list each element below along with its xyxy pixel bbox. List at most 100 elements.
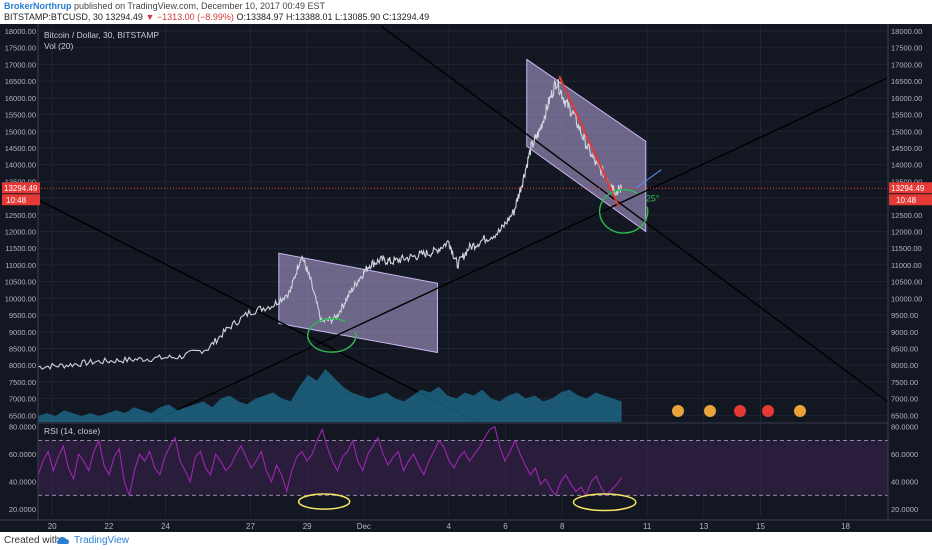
- y-tick-label-left: 9000.00: [9, 328, 36, 337]
- price-line: [37, 78, 622, 370]
- axes: 6500.00 6500.00 7000.00 7000.00 7500.00 7500.…: [0, 24, 932, 531]
- x-tick-label: 4: [447, 522, 452, 531]
- y-tick-label-right: 17000.00: [891, 60, 922, 69]
- rsi-band-fill: [38, 440, 888, 496]
- x-tick-label: 11: [643, 522, 652, 531]
- x-tick-label: 18: [841, 522, 850, 531]
- rsi-tick-label-right: 20.0000: [891, 505, 918, 514]
- y-tick-label-left: 9500.00: [9, 311, 36, 320]
- y-tick-label-right: 15500.00: [891, 111, 922, 120]
- y-tick-label-right: 15000.00: [891, 127, 922, 136]
- y-tick-label-left: 11000.00: [5, 261, 36, 270]
- price-tag-time-left: 10:48: [6, 196, 27, 205]
- y-tick-label-left: 8000.00: [9, 361, 36, 370]
- x-tick-label: 29: [303, 522, 312, 531]
- publish-date: published on TradingView.com, December 1…: [74, 1, 326, 11]
- volume-pane: [38, 369, 622, 422]
- tradingview-cloud-icon: [57, 537, 69, 544]
- rsi-tick-label-left: 60.0000: [9, 450, 36, 459]
- event-icon[interactable]: [762, 405, 774, 417]
- quote-line: BITSTAMP:BTCUSD, 30 13294.49 ▼ −1313.00 …: [4, 12, 429, 22]
- x-tick-label: 20: [48, 522, 57, 531]
- event-icon[interactable]: [672, 405, 684, 417]
- trendline: [151, 77, 889, 423]
- publish-info: BrokerNorthrup published on TradingView.…: [4, 1, 325, 11]
- angle-annotation: 25°: [646, 193, 660, 203]
- volume-area: [38, 369, 622, 422]
- y-tick-label-right: 8500.00: [891, 344, 918, 353]
- tradingview-brand[interactable]: TradingView: [74, 535, 130, 546]
- yellow-highlight-mark: [297, 493, 351, 510]
- y-tick-label-right: 11500.00: [891, 244, 922, 253]
- y-tick-label-right: 12000.00: [891, 228, 922, 237]
- y-tick-label-left: 7000.00: [9, 395, 36, 404]
- x-tick-label: 22: [104, 522, 113, 531]
- chart-header: BrokerNorthrup published on TradingView.…: [0, 0, 932, 24]
- rsi-tick-label-right: 60.0000: [891, 450, 918, 459]
- x-tick-label: 15: [756, 522, 765, 531]
- price-tag-time-right: 10:48: [896, 196, 917, 205]
- rsi-pane: [37, 425, 888, 512]
- y-tick-label-left: 14000.00: [5, 161, 36, 170]
- created-with-label: Created with: [4, 535, 61, 546]
- event-icons[interactable]: [672, 405, 806, 417]
- x-tick-label: Dec: [357, 522, 371, 531]
- y-tick-label-right: 14000.00: [891, 161, 922, 170]
- y-tick-label-left: 14500.00: [5, 144, 36, 153]
- volume-label: Vol (20): [44, 41, 73, 51]
- y-tick-label-left: 17000.00: [5, 60, 36, 69]
- rsi-tick-label-left: 20.0000: [9, 505, 36, 514]
- down-arrow-icon: ▼: [145, 12, 155, 22]
- x-tick-label: 13: [699, 522, 708, 531]
- y-tick-label-right: 10500.00: [891, 278, 922, 287]
- y-tick-label-left: 15000.00: [5, 127, 36, 136]
- y-tick-label-right: 8000.00: [891, 361, 918, 370]
- chart-canvas[interactable]: 6500.00 6500.00 7000.00 7000.00 7500.00 7500.…: [0, 24, 932, 532]
- trendline: [380, 25, 889, 403]
- y-tick-label-left: 8500.00: [9, 344, 36, 353]
- y-tick-label-left: 10500.00: [5, 278, 36, 287]
- y-tick-label-right: 18000.00: [891, 27, 922, 36]
- rsi-tick-label-right: 80.0000: [891, 423, 918, 432]
- price-tag-left: 13294.49 10:48: [2, 182, 40, 206]
- y-tick-label-left: 10000.00: [5, 294, 36, 303]
- y-tick-label-right: 7500.00: [891, 378, 918, 387]
- y-tick-label-right: 12500.00: [891, 211, 922, 220]
- y-tick-label-right: 6500.00: [891, 411, 918, 420]
- event-icon[interactable]: [794, 405, 806, 417]
- chart-title: Bitcoin / Dollar, 30, BITSTAMP: [44, 30, 159, 40]
- y-tick-label-right: 9500.00: [891, 311, 918, 320]
- event-icon[interactable]: [734, 405, 746, 417]
- x-tick-label: 27: [246, 522, 255, 531]
- channel-late-nov: [278, 252, 438, 354]
- price-change: −1313.00 (−8.99%): [156, 12, 234, 22]
- yellow-highlight-mark: [572, 493, 637, 512]
- y-tick-label-left: 17500.00: [5, 44, 36, 53]
- x-tick-label: 6: [503, 522, 508, 531]
- y-tick-label-left: 12000.00: [5, 228, 36, 237]
- y-tick-label-left: 16000.00: [5, 94, 36, 103]
- price-pane: [37, 25, 889, 516]
- y-tick-label-left: 18000.00: [5, 27, 36, 36]
- ohlc-values: O:13384.97 H:13388.01 L:13085.90 C:13294…: [236, 12, 430, 22]
- y-tick-label-right: 13500.00: [891, 177, 922, 186]
- y-tick-label-left: 12500.00: [5, 211, 36, 220]
- y-tick-label-right: 16500.00: [891, 77, 922, 86]
- author-link[interactable]: BrokerNorthrup: [4, 1, 72, 11]
- price-tag-value-right: 13294.49: [891, 184, 925, 193]
- y-tick-label-left: 16500.00: [5, 77, 36, 86]
- x-tick-label: 24: [161, 522, 170, 531]
- rsi-tick-label-right: 40.0000: [891, 478, 918, 487]
- x-tick-label: 8: [560, 522, 565, 531]
- red-trend-line: [558, 75, 620, 207]
- event-icon[interactable]: [704, 405, 716, 417]
- rsi-label: RSI (14, close): [44, 426, 100, 436]
- y-tick-label-right: 9000.00: [891, 328, 918, 337]
- y-tick-label-right: 14500.00: [891, 144, 922, 153]
- y-tick-label-right: 7000.00: [891, 395, 918, 404]
- y-tick-label-left: 15500.00: [5, 111, 36, 120]
- price-tag-value-left: 13294.49: [4, 184, 38, 193]
- trendline: [37, 199, 478, 423]
- y-tick-label-right: 10000.00: [891, 294, 922, 303]
- y-tick-label-right: 17500.00: [891, 44, 922, 53]
